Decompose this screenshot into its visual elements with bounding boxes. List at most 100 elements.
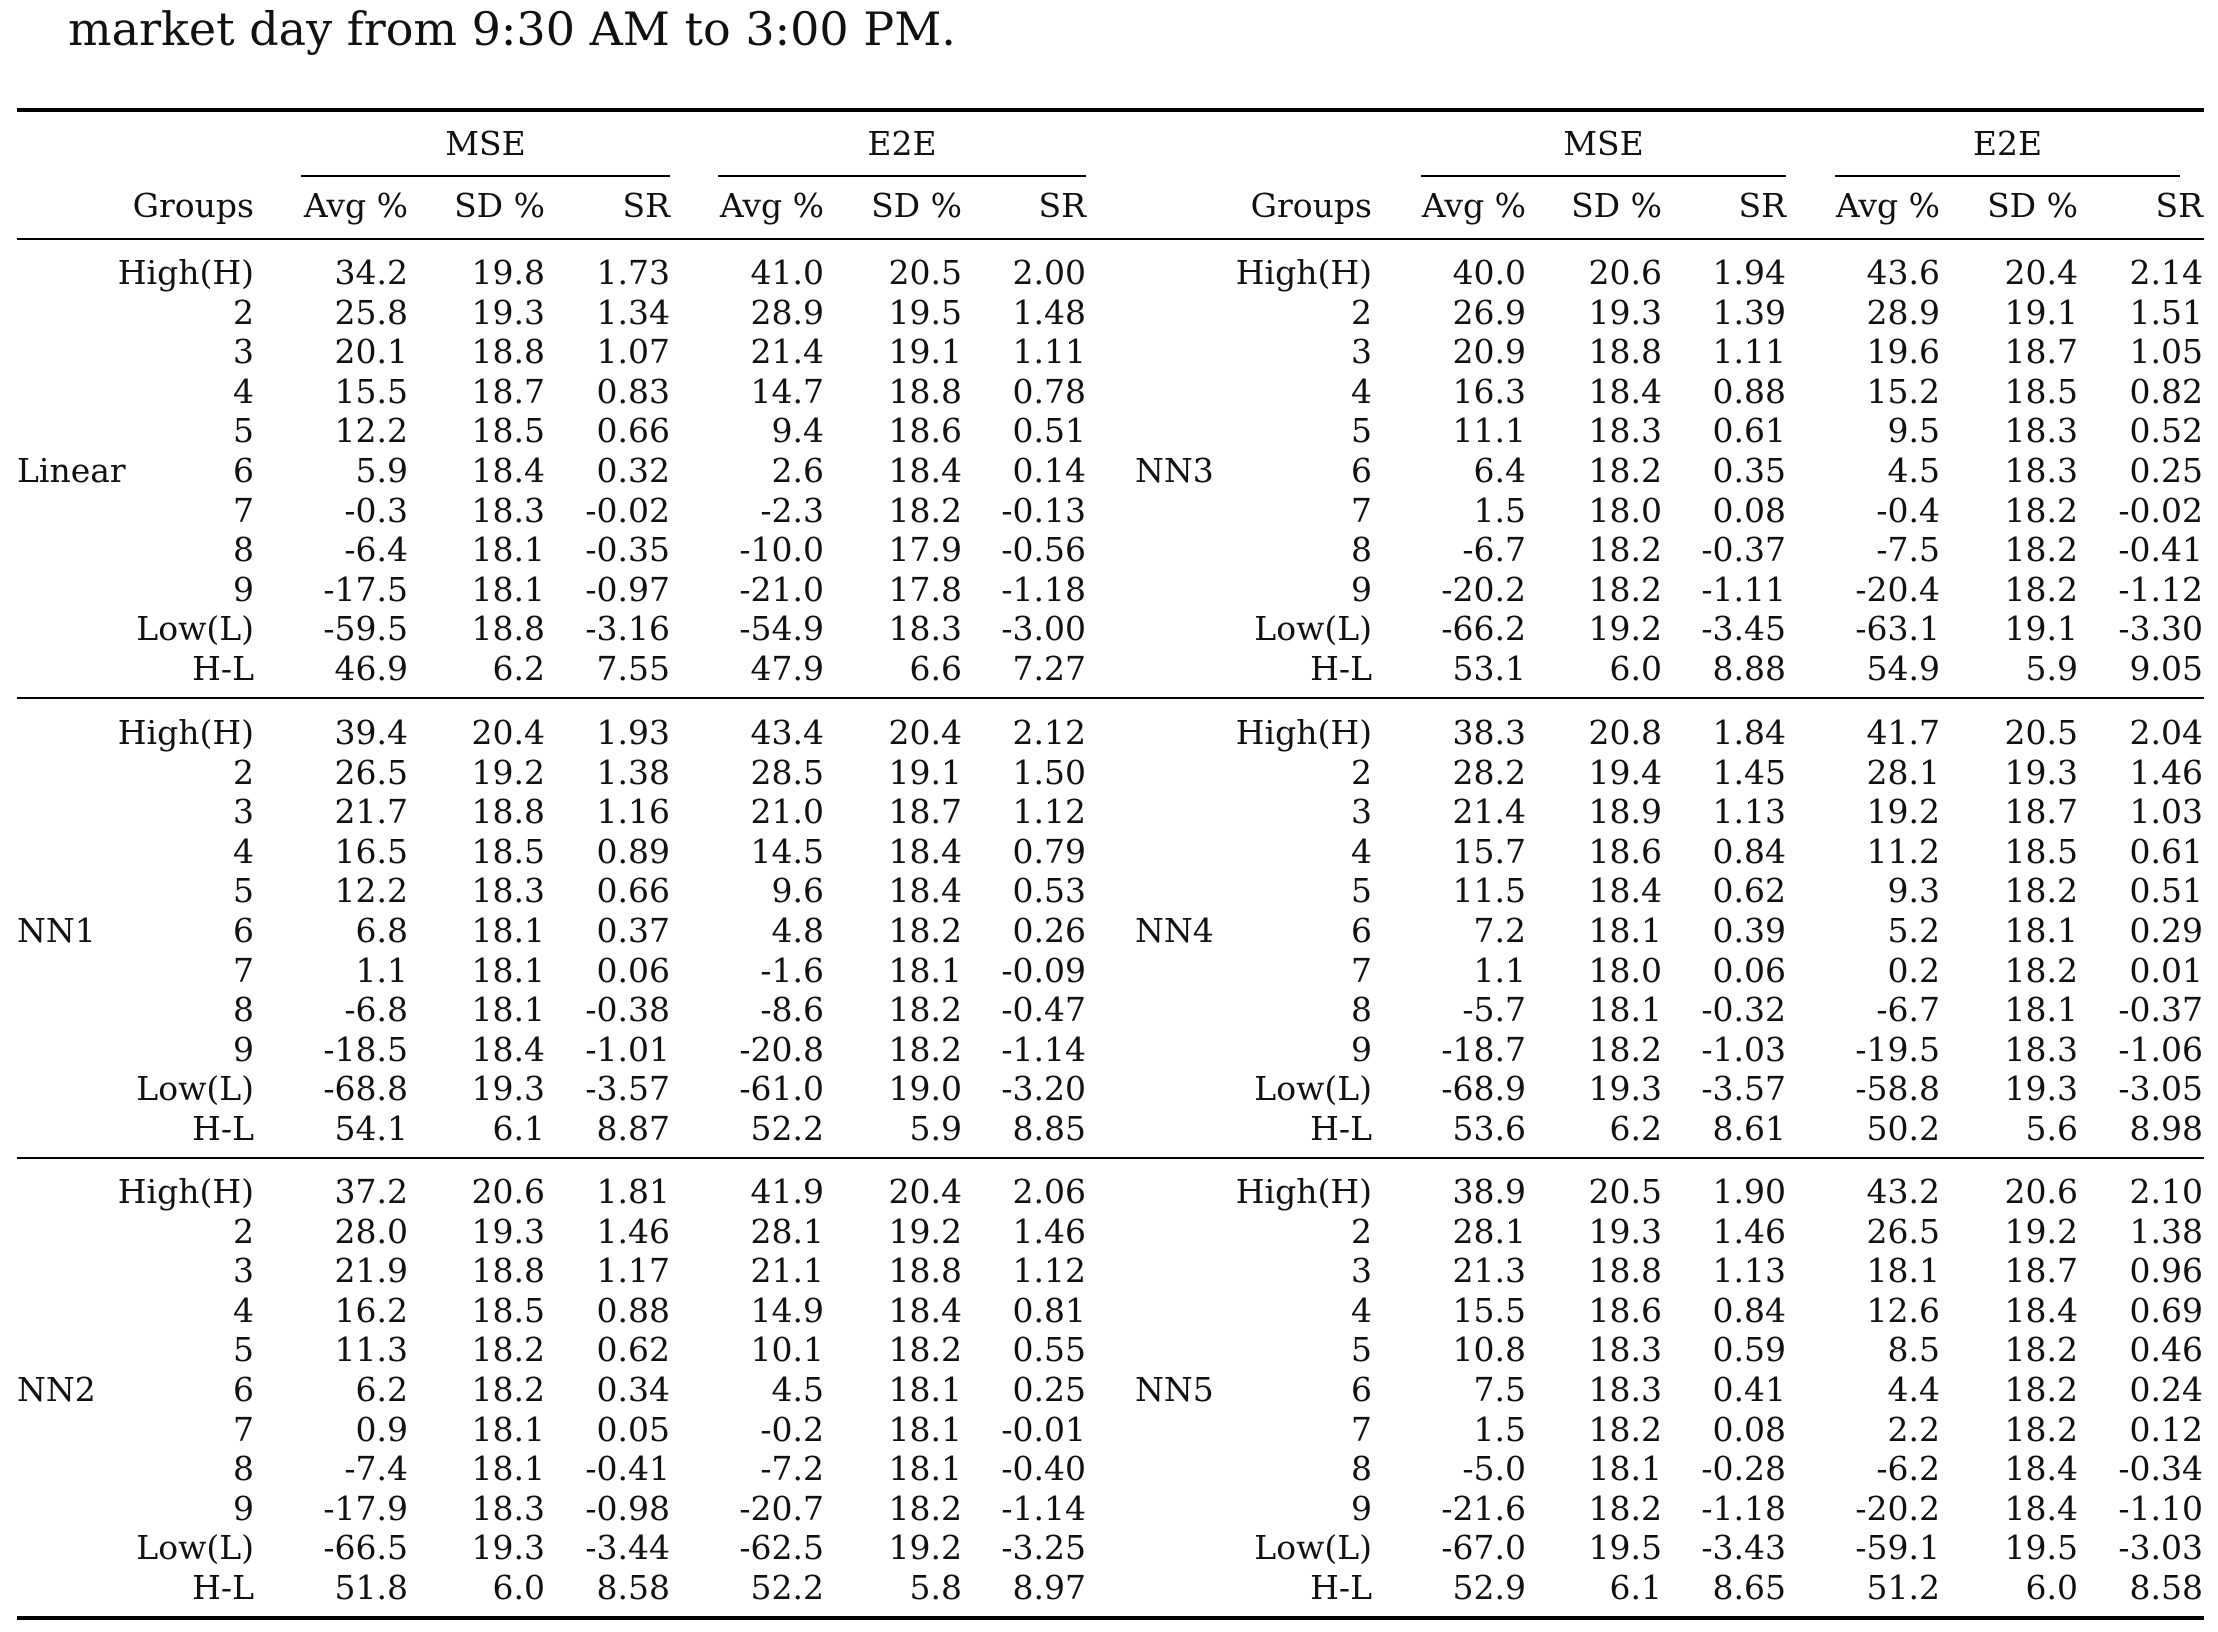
table-cell: 53.1 — [1452, 649, 1526, 688]
table-cell: 18.5 — [2004, 831, 2078, 871]
row-label: 4 — [233, 371, 254, 411]
table-cell: 18.7 — [2004, 1251, 2078, 1291]
table-cell: 18.3 — [1588, 1370, 1662, 1409]
table-cell: -1.10 — [2118, 1488, 2203, 1528]
table-cell: 20.5 — [888, 253, 962, 292]
table-cell: -68.8 — [323, 1069, 408, 1109]
table-cell: 2.12 — [1012, 713, 1086, 752]
table-cell: -1.6 — [760, 950, 824, 990]
table-cell: 28.1 — [750, 1211, 824, 1251]
table-cell: 2.14 — [2129, 253, 2203, 292]
table-cell: 18.1 — [888, 1409, 962, 1449]
table-cell: -54.9 — [739, 609, 824, 649]
table-cell: 1.90 — [1712, 1172, 1786, 1211]
table-cell: 21.7 — [334, 792, 408, 832]
row-label: 4 — [233, 831, 254, 871]
table-cell: 19.4 — [1588, 752, 1662, 792]
column-header: SR — [622, 186, 670, 225]
table-cell: -1.03 — [1701, 1029, 1786, 1069]
table-cell: -17.9 — [323, 1488, 408, 1528]
table-cell: 18.1 — [1588, 990, 1662, 1030]
table-cell: -20.8 — [739, 1029, 824, 1069]
table-cell: 1.1 — [355, 950, 408, 990]
table-cell: 1.07 — [596, 332, 670, 372]
table-cell: 51.2 — [1866, 1568, 1940, 1607]
row-label: 8 — [233, 990, 254, 1030]
table-cell: 0.59 — [1712, 1330, 1786, 1370]
table-cell: 0.39 — [1712, 911, 1786, 950]
table-cell: -3.45 — [1701, 609, 1786, 649]
table-cell: 41.0 — [750, 253, 824, 292]
table-cell: -1.18 — [1701, 1488, 1786, 1528]
table-cell: -17.5 — [323, 569, 408, 609]
table-cell: 38.9 — [1452, 1172, 1526, 1211]
table-cell: 18.2 — [1588, 530, 1662, 570]
table-cell: 7.27 — [1012, 649, 1086, 688]
table-cell: 28.1 — [1452, 1211, 1526, 1251]
row-label: H-L — [1310, 1568, 1372, 1607]
row-label: 7 — [233, 490, 254, 530]
table-block-rule-1 — [17, 697, 2204, 699]
table-cell: 0.51 — [1012, 411, 1086, 451]
table-cell: 0.37 — [596, 911, 670, 950]
row-label: 8 — [233, 530, 254, 570]
table-cell: -0.4 — [1876, 490, 1940, 530]
table-cell: 18.5 — [471, 831, 545, 871]
table-cell: 18.2 — [1588, 569, 1662, 609]
table-cell: -7.5 — [1876, 530, 1940, 570]
table-cell: 28.0 — [334, 1211, 408, 1251]
column-header: SD % — [1987, 186, 2078, 225]
table-cell: 20.8 — [1588, 713, 1662, 752]
table-cell: 20.6 — [2004, 1172, 2078, 1211]
table-cell: 1.46 — [2129, 752, 2203, 792]
group-underline — [301, 175, 670, 177]
table-bottom-rule — [17, 1616, 2204, 1620]
table-cell: 18.1 — [1866, 1251, 1940, 1291]
table-cell: -2.3 — [760, 490, 824, 530]
table-cell: 11.3 — [334, 1330, 408, 1370]
table-cell: -1.12 — [2118, 569, 2203, 609]
group-header-mse: MSE — [445, 124, 526, 163]
table-cell: 8.5 — [1887, 1330, 1940, 1370]
column-header-groups: Groups — [1250, 186, 1372, 225]
table-cell: 18.3 — [471, 1488, 545, 1528]
table-cell: 0.9 — [355, 1409, 408, 1449]
table-cell: 18.1 — [2004, 990, 2078, 1030]
table-cell: -0.97 — [585, 569, 670, 609]
table-cell: 16.3 — [1452, 371, 1526, 411]
table-cell: -3.44 — [585, 1528, 670, 1568]
table-cell: -10.0 — [739, 530, 824, 570]
table-cell: 19.1 — [2004, 292, 2078, 332]
row-label: 8 — [1351, 1449, 1372, 1489]
table-cell: 11.2 — [1866, 831, 1940, 871]
table-cell: 1.38 — [2129, 1211, 2203, 1251]
group-underline — [1835, 175, 2180, 177]
table-cell: -18.7 — [1441, 1029, 1526, 1069]
table-cell: -0.01 — [1001, 1409, 1086, 1449]
table-cell: 18.2 — [888, 1488, 962, 1528]
table-cell: 14.5 — [750, 831, 824, 871]
row-label: High(H) — [117, 253, 254, 292]
table-cell: 20.4 — [888, 1172, 962, 1211]
table-cell: 50.2 — [1866, 1109, 1940, 1148]
table-cell: 18.1 — [471, 1449, 545, 1489]
table-cell: 54.9 — [1866, 649, 1940, 688]
table-cell: 19.2 — [1588, 609, 1662, 649]
table-cell: 18.7 — [888, 792, 962, 832]
table-cell: -3.03 — [2118, 1528, 2203, 1568]
table-cell: 6.1 — [1609, 1568, 1662, 1607]
row-label: 9 — [1351, 569, 1372, 609]
table-cell: -5.0 — [1462, 1449, 1526, 1489]
table-cell: 18.0 — [1588, 950, 1662, 990]
table-cell: 18.3 — [471, 871, 545, 911]
table-cell: 28.5 — [750, 752, 824, 792]
table-cell: -0.38 — [585, 990, 670, 1030]
row-label: 2 — [233, 292, 254, 332]
table-cell: -6.8 — [344, 990, 408, 1030]
table-cell: 28.2 — [1452, 752, 1526, 792]
table-cell: -3.30 — [2118, 609, 2203, 649]
table-cell: 18.1 — [888, 1370, 962, 1409]
table-cell: 0.32 — [596, 451, 670, 490]
table-cell: -63.1 — [1855, 609, 1940, 649]
table-cell: 19.3 — [2004, 752, 2078, 792]
